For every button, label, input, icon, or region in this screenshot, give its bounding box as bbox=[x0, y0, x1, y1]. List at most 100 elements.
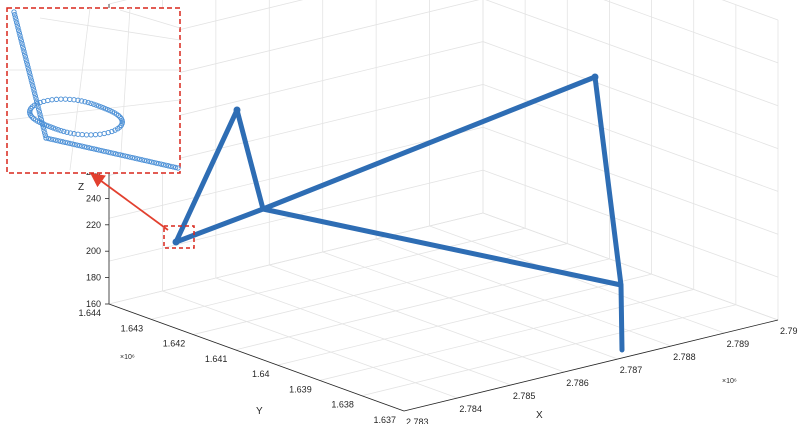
inset-marker bbox=[20, 46, 26, 52]
inset-grid-line bbox=[119, 7, 131, 171]
inset-marker bbox=[20, 43, 26, 49]
inset-marker bbox=[88, 145, 95, 152]
inset-marker bbox=[144, 158, 150, 164]
inset-marker bbox=[31, 102, 37, 108]
inset-marker bbox=[175, 165, 181, 171]
z-tick-labels: 160180200220240260 bbox=[86, 167, 109, 309]
inset-marker bbox=[29, 80, 35, 86]
inset-marker bbox=[160, 162, 167, 168]
inset-marker bbox=[146, 158, 152, 165]
inset-marker bbox=[129, 154, 136, 161]
x-tick-label: 2.784 bbox=[459, 404, 482, 414]
y-tick-label: 1.64 bbox=[252, 369, 270, 379]
series-vertex bbox=[591, 73, 599, 81]
inset-marker bbox=[22, 51, 28, 57]
inset-marker bbox=[57, 138, 64, 144]
inset-marker bbox=[74, 142, 80, 148]
floor-grid-line bbox=[361, 304, 736, 397]
series-main-path bbox=[173, 74, 625, 353]
z-axis-label: Z bbox=[78, 182, 84, 193]
inset-marker bbox=[55, 138, 61, 144]
inset-marker bbox=[86, 145, 92, 151]
x-exponent: ×10⁶ bbox=[722, 378, 737, 385]
x-axis-line bbox=[403, 319, 779, 412]
inset-marker bbox=[13, 17, 19, 23]
inset-marker bbox=[153, 160, 160, 166]
floor-grid-line bbox=[429, 225, 725, 334]
inset-marker bbox=[41, 127, 47, 133]
inset-marker bbox=[14, 22, 20, 28]
inset-marker bbox=[158, 161, 164, 167]
inset-marker bbox=[32, 93, 38, 99]
inset-marker bbox=[17, 32, 23, 39]
inset-marker bbox=[64, 129, 70, 135]
inset-marker bbox=[75, 97, 81, 103]
floor-grid-line bbox=[162, 290, 458, 399]
inset-marker bbox=[19, 40, 25, 47]
y-tick-label: 1.639 bbox=[289, 384, 312, 394]
inset-marker bbox=[33, 95, 39, 102]
x-tick-labels: 2.783 2.784 2.785 2.786 2.787 2.788 2.789 2.79 bbox=[406, 326, 798, 424]
inset-marker bbox=[93, 102, 99, 108]
inset-marker bbox=[12, 11, 18, 18]
inset-marker bbox=[43, 135, 49, 141]
inset-grid-line bbox=[39, 17, 181, 41]
inset-marker bbox=[81, 144, 88, 150]
inset-marker bbox=[109, 128, 115, 135]
inset-marker bbox=[34, 101, 40, 107]
inset-marker bbox=[58, 127, 64, 134]
inset-marker bbox=[139, 157, 145, 163]
inset-marker bbox=[37, 99, 43, 106]
inset-marker bbox=[96, 147, 102, 153]
inset-marker bbox=[163, 162, 169, 168]
inset-marker bbox=[108, 150, 114, 156]
wall-grid-line bbox=[108, 0, 779, 21]
z-tick-label: 200 bbox=[86, 246, 101, 256]
inset-marker bbox=[69, 141, 76, 147]
x-tick-label: 2.788 bbox=[673, 352, 696, 362]
x-tick-label: 2.789 bbox=[727, 339, 750, 349]
inset-marker bbox=[120, 152, 126, 159]
inset-marker bbox=[117, 152, 124, 158]
inset-panel bbox=[6, 7, 181, 174]
floor-grid-line bbox=[376, 238, 672, 347]
inset-marker bbox=[85, 99, 91, 106]
y-axis-label: Y bbox=[256, 406, 263, 417]
x-tick-label: 2.786 bbox=[566, 378, 589, 388]
inset-marker bbox=[34, 98, 40, 104]
zoom-arrow bbox=[90, 172, 169, 231]
inset-marker bbox=[98, 147, 104, 154]
inset-marker bbox=[115, 112, 122, 119]
inset-marker bbox=[23, 56, 29, 62]
inset-marker bbox=[42, 130, 48, 136]
inset-marker bbox=[91, 101, 97, 107]
x-tick-label: 2.783 bbox=[406, 417, 429, 424]
inset-marker bbox=[32, 90, 38, 97]
inset-marker bbox=[61, 128, 67, 135]
x-tick-label: 2.787 bbox=[620, 365, 643, 375]
y-tick-label: 1.643 bbox=[121, 323, 144, 333]
wall-grid-line bbox=[108, 169, 779, 278]
inset-marker bbox=[115, 126, 121, 132]
inset-marker bbox=[93, 146, 100, 153]
inset-marker bbox=[141, 157, 148, 164]
inset-marker bbox=[64, 140, 71, 146]
inset-marker bbox=[84, 144, 90, 150]
inset-marker bbox=[100, 148, 107, 154]
z-tick-label: 180 bbox=[86, 273, 101, 283]
inset-marker bbox=[30, 85, 36, 91]
inset-marker bbox=[45, 135, 52, 142]
inset-markers bbox=[11, 9, 181, 171]
x-axis-label: X bbox=[536, 410, 543, 421]
inset-marker bbox=[16, 30, 22, 36]
inset-marker bbox=[134, 156, 140, 162]
inset-marker bbox=[62, 139, 68, 146]
wall-grid-line bbox=[108, 0, 779, 107]
y-axis-line bbox=[108, 303, 405, 412]
x-tick-label: 2.785 bbox=[513, 391, 536, 401]
inset-marker bbox=[148, 159, 155, 165]
inset-marker bbox=[88, 100, 94, 107]
inset-marker bbox=[112, 151, 119, 157]
inset-marker bbox=[27, 72, 33, 78]
inset-marker bbox=[55, 127, 61, 133]
